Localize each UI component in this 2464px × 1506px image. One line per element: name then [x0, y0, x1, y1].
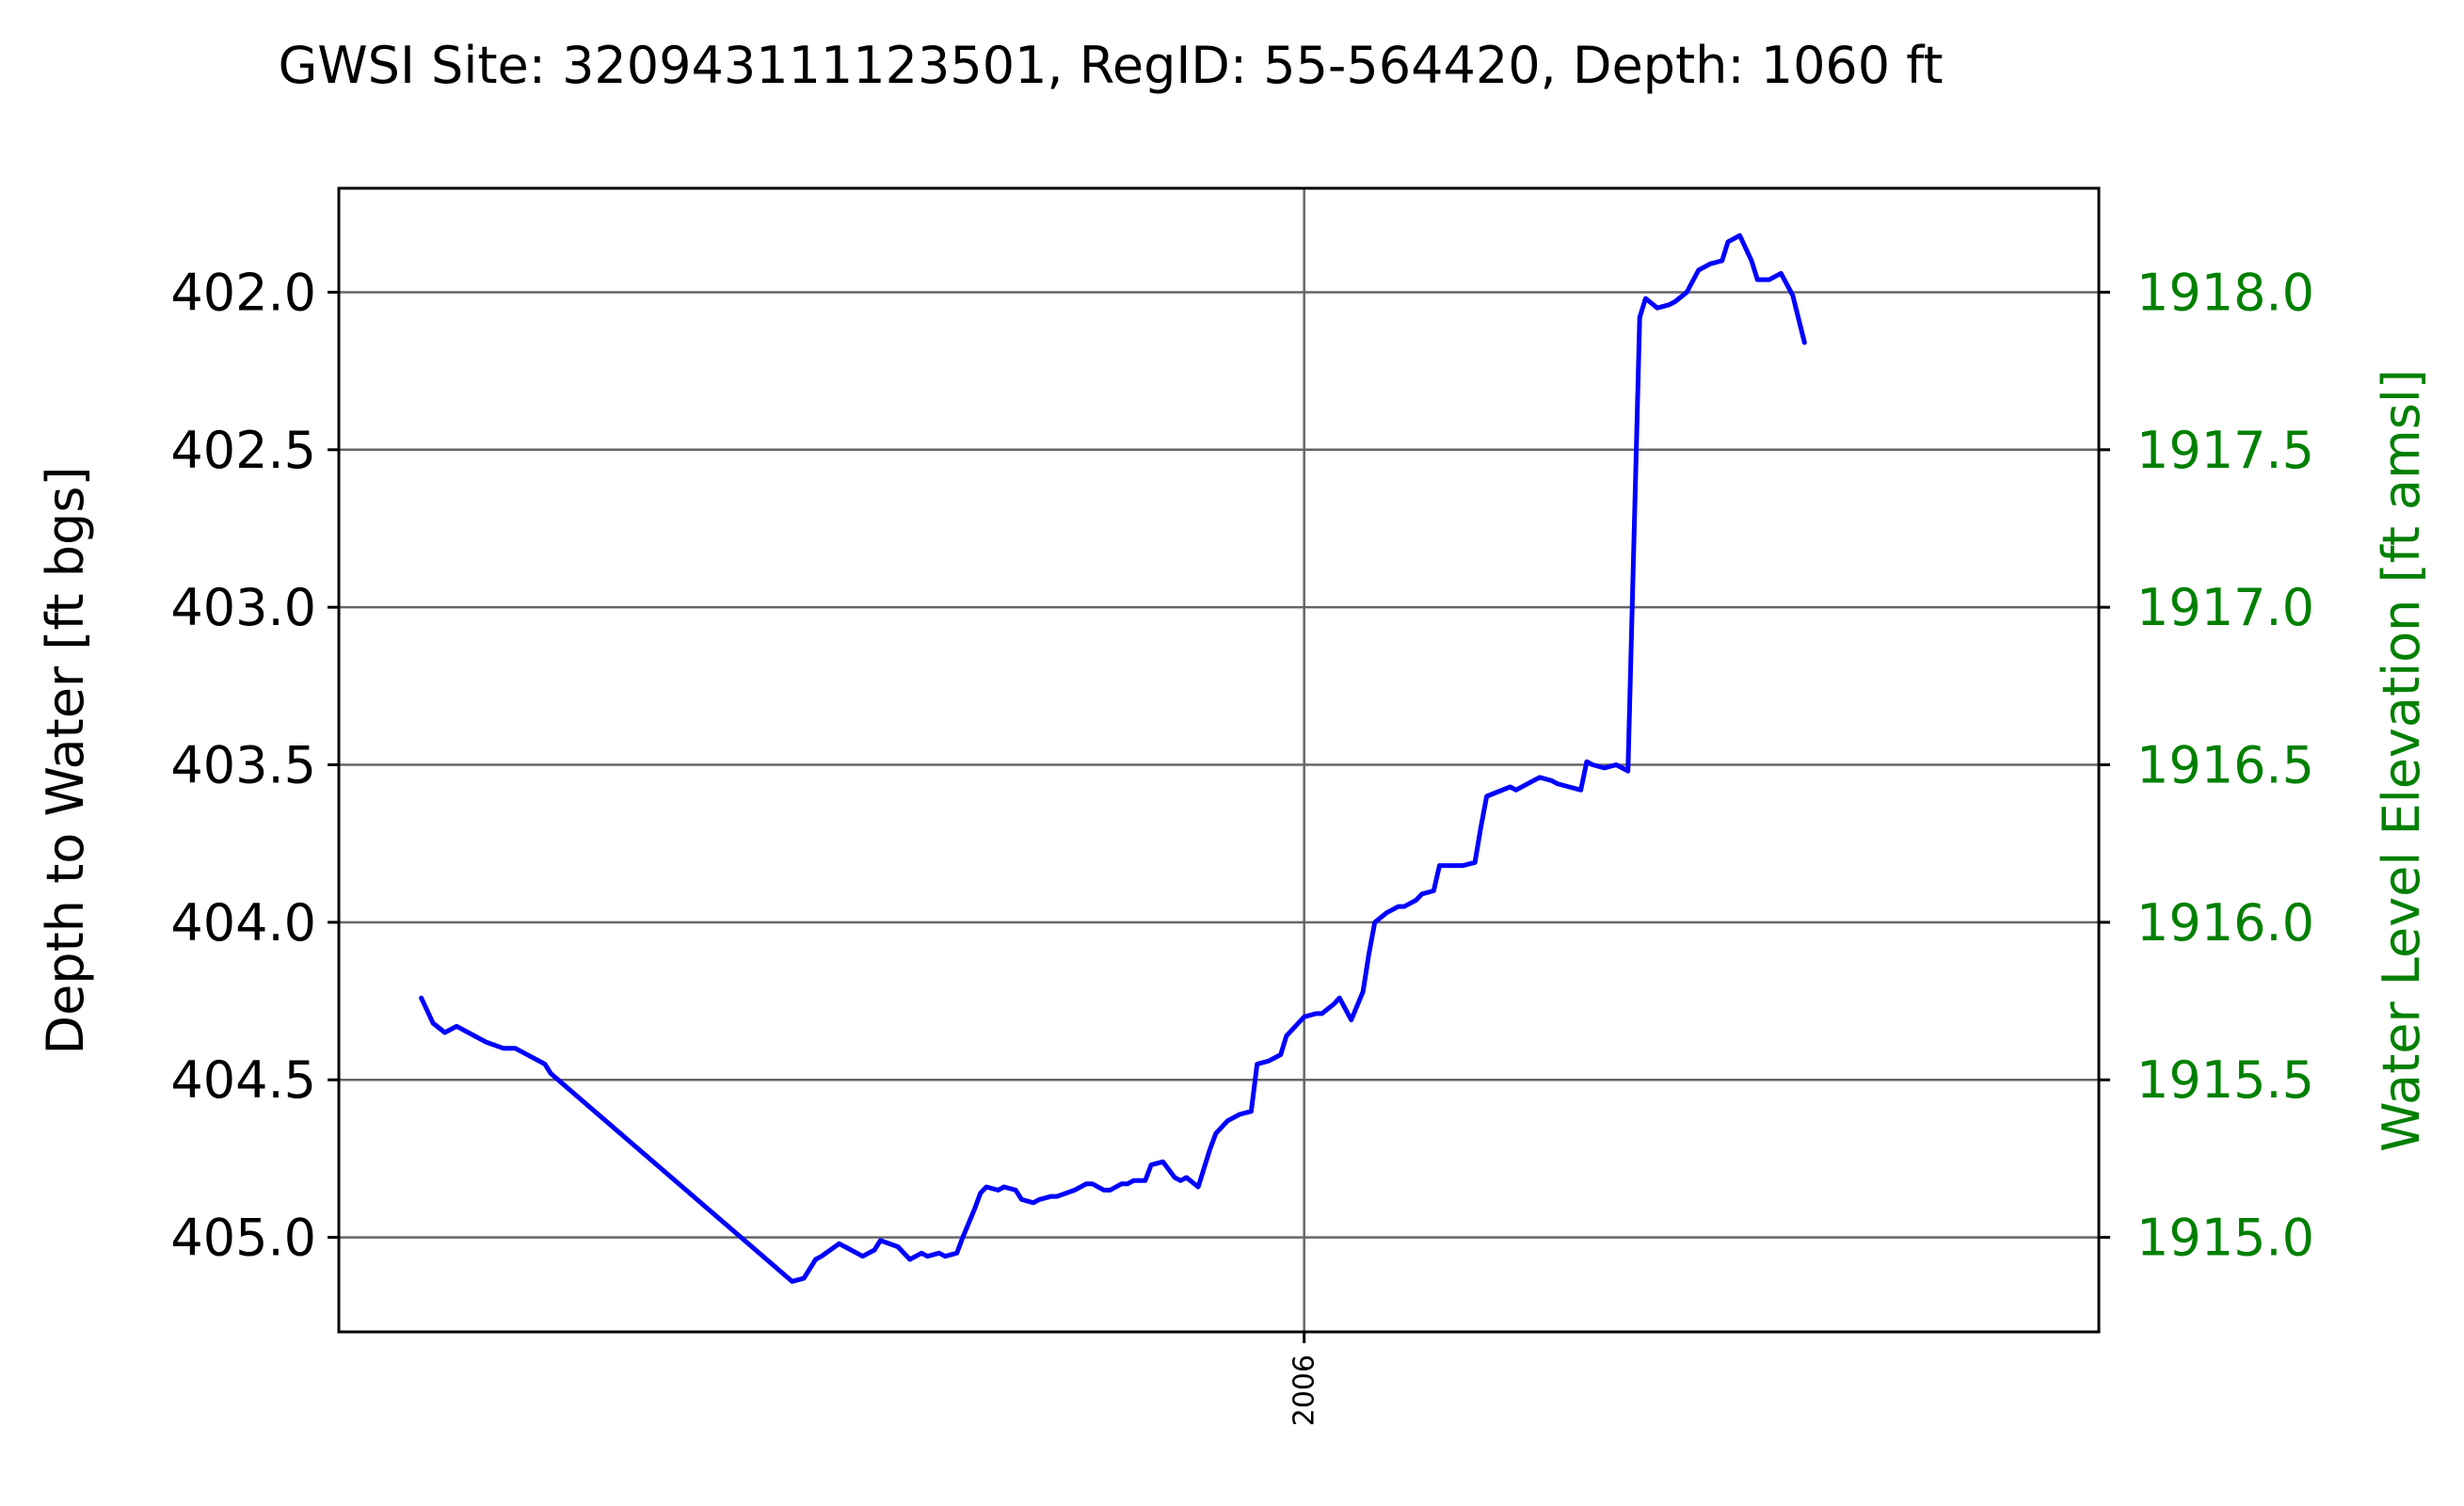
- right-axis: 1918.0 1917.5 1917.0 1916.5 1916.0 1915.5 1915…: [2099, 263, 2314, 1268]
- right-y-tick-label: 1915.0: [2136, 1209, 2314, 1268]
- left-axis: 402.0 402.5 403.0 403.5 404.0 404.5 405.0: [170, 263, 339, 1268]
- y-tick-label: 404.0: [170, 893, 316, 953]
- right-y-tick-label: 1916.0: [2136, 893, 2314, 953]
- line-layer: [419, 232, 1807, 1284]
- x-axis: 2006: [1288, 1332, 1321, 1426]
- right-y-tick-label: 1916.5: [2136, 736, 2314, 795]
- right-y-tick-label: 1918.0: [2136, 263, 2314, 322]
- y-tick-label: 405.0: [170, 1209, 316, 1268]
- y-axis-label: Depth to Water [ft bgs]: [36, 466, 95, 1054]
- y-tick-label: 402.5: [170, 421, 316, 480]
- y-tick-label: 404.5: [170, 1050, 316, 1110]
- y-tick-label: 402.0: [170, 263, 316, 322]
- right-y-axis-label: Water Level Elevation [ft amsl]: [2372, 369, 2431, 1152]
- y-tick-label: 403.0: [170, 578, 316, 637]
- y-tick-label: 403.5: [170, 736, 316, 795]
- right-y-tick-label: 1917.0: [2136, 578, 2314, 637]
- chart-title: GWSI Site: 320943111123501, RegID: 55-56…: [278, 36, 1943, 95]
- x-tick-label: 2006: [1288, 1354, 1321, 1426]
- right-y-tick-label: 1915.5: [2136, 1050, 2314, 1110]
- series-line: [419, 232, 1807, 1284]
- right-y-tick-label: 1917.5: [2136, 421, 2314, 480]
- plot-frame: [337, 186, 2101, 1334]
- grid-layer: [339, 188, 2099, 1332]
